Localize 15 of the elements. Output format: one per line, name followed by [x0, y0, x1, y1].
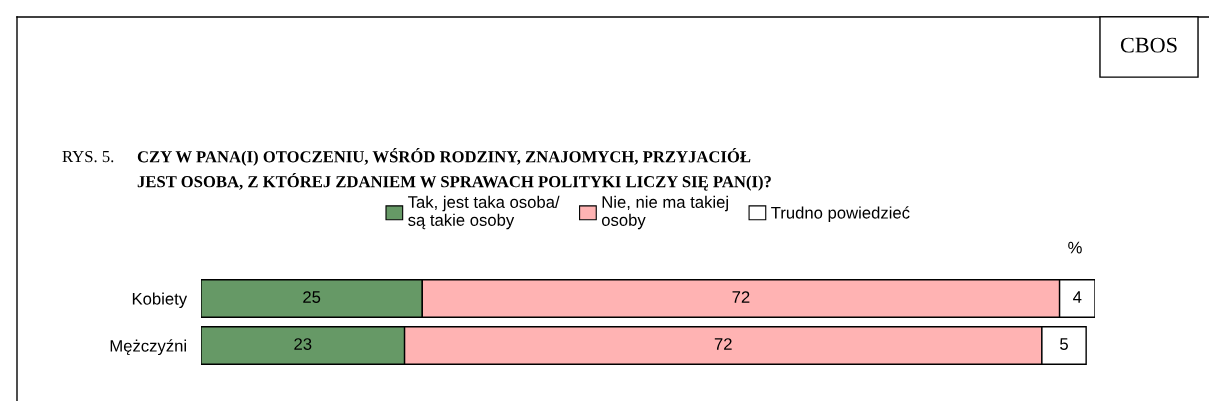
data-label: 25: [303, 291, 321, 303]
data-label: 5: [1060, 338, 1068, 350]
data-label: 4: [1073, 291, 1082, 303]
chart-title: CZY W PANA(I) OTOCZENIU, WŚRÓD RODZINY, ZNAJOMYCH, PRZYJACIÓŁ JEST OSOBA, Z KTÓREJ ZDANIEM W SPRAWACH POLITYKI LICZY SIĘ PAN(I)?: [137, 147, 771, 191]
y-tick-label: Kobiety: [132, 292, 188, 309]
data-label: 72: [714, 338, 732, 350]
legend-label: Tak, jest taka osoba/ są takie osoby: [408, 195, 560, 230]
legend-label: Nie, nie ma takiej osoby: [601, 195, 728, 230]
text: RYS. 5.: [62, 150, 114, 163]
text: CBOS: [1120, 37, 1177, 53]
data-label: 72: [732, 291, 750, 303]
text: %: [1068, 241, 1082, 254]
legend-label: Trudno powiedzieć: [771, 206, 910, 222]
y-tick-label: Mężczyźni: [110, 339, 186, 356]
data-label: 23: [294, 338, 312, 350]
